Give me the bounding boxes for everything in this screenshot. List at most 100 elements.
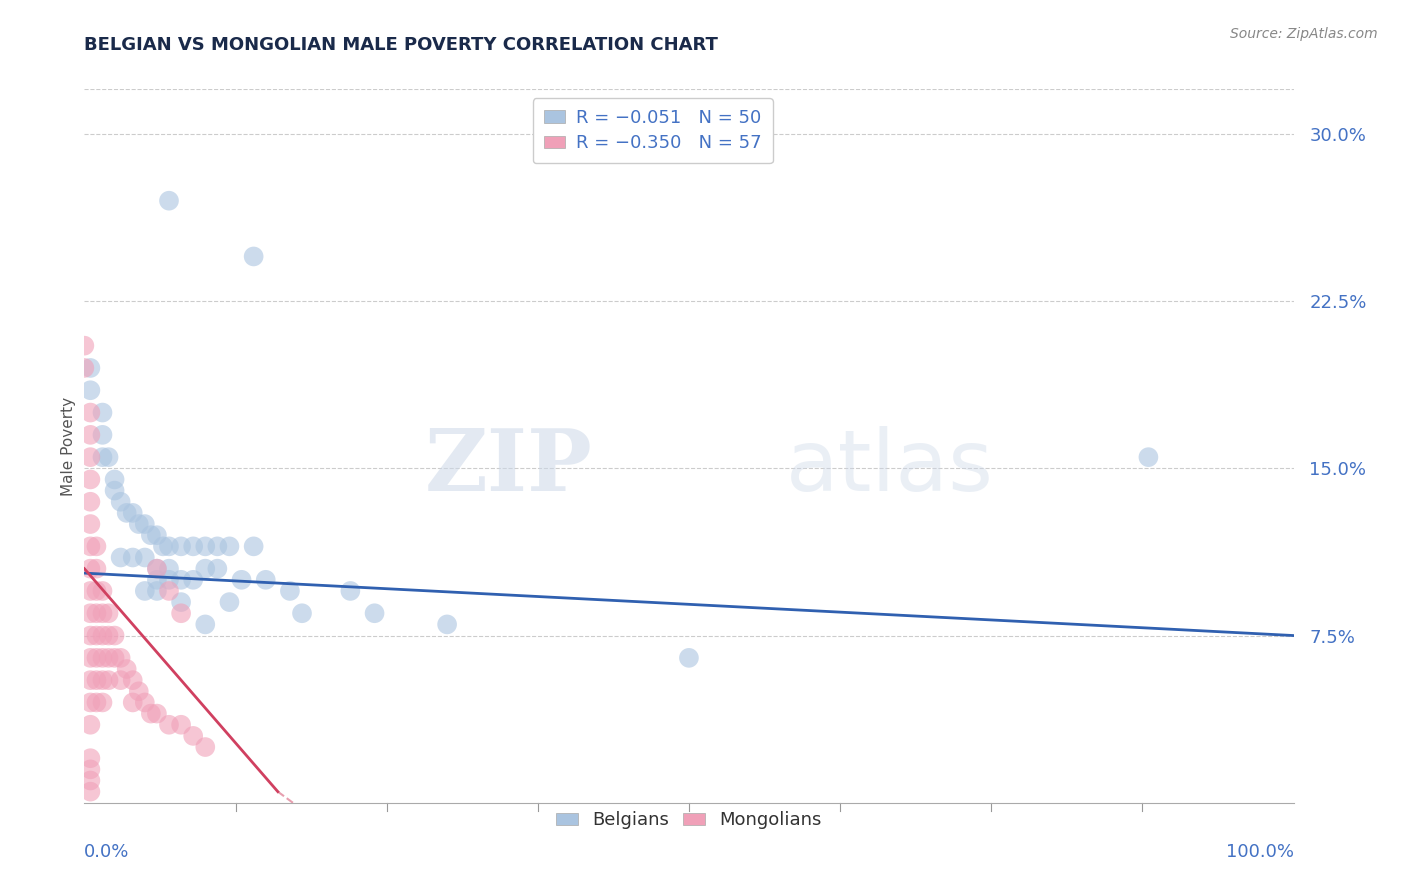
Point [157, 583, 180, 598]
Y-axis label: Male Poverty: Male Poverty [60, 396, 76, 496]
Point [104, 651, 127, 665]
Point [79, 360, 101, 375]
Point [121, 550, 143, 565]
Point [86, 673, 108, 687]
Point [73, 360, 96, 375]
Point [218, 539, 240, 553]
Point [194, 617, 217, 632]
Point [157, 717, 180, 731]
Point [86, 539, 108, 553]
Point [110, 651, 132, 665]
Point [146, 528, 169, 542]
Point [678, 651, 700, 665]
Point [170, 573, 193, 587]
Point [157, 194, 180, 208]
Point [79, 405, 101, 419]
Point [91, 696, 114, 710]
Point [97, 628, 120, 642]
Text: ZIP: ZIP [425, 425, 592, 509]
Point [104, 473, 127, 487]
Point [97, 450, 120, 464]
Point [146, 562, 169, 576]
Point [110, 673, 132, 687]
Point [91, 651, 114, 665]
Point [157, 539, 180, 553]
Point [181, 729, 204, 743]
Point [91, 583, 114, 598]
Point [339, 583, 361, 598]
Point [152, 539, 174, 553]
Point [134, 696, 156, 710]
Point [207, 562, 229, 576]
Point [79, 762, 101, 776]
Point [128, 684, 150, 698]
Point [79, 717, 101, 731]
Point [170, 607, 193, 621]
Point [79, 562, 101, 576]
Point [86, 583, 108, 598]
Point [278, 583, 301, 598]
Point [91, 607, 114, 621]
Point [139, 528, 162, 542]
Text: 100.0%: 100.0% [1226, 843, 1294, 861]
Point [79, 696, 101, 710]
Point [146, 583, 169, 598]
Point [79, 773, 101, 788]
Point [91, 450, 114, 464]
Point [139, 706, 162, 721]
Point [79, 450, 101, 464]
Point [146, 573, 169, 587]
Point [79, 583, 101, 598]
Point [170, 595, 193, 609]
Point [79, 607, 101, 621]
Point [86, 562, 108, 576]
Point [86, 607, 108, 621]
Point [121, 506, 143, 520]
Point [170, 539, 193, 553]
Text: Source: ZipAtlas.com: Source: ZipAtlas.com [1230, 27, 1378, 41]
Point [134, 550, 156, 565]
Point [97, 651, 120, 665]
Point [91, 427, 114, 442]
Point [79, 516, 101, 531]
Point [194, 562, 217, 576]
Point [134, 583, 156, 598]
Point [146, 706, 169, 721]
Point [97, 673, 120, 687]
Point [146, 562, 169, 576]
Point [194, 740, 217, 755]
Point [86, 651, 108, 665]
Text: BELGIAN VS MONGOLIAN MALE POVERTY CORRELATION CHART: BELGIAN VS MONGOLIAN MALE POVERTY CORREL… [84, 36, 718, 54]
Point [110, 550, 132, 565]
Point [86, 628, 108, 642]
Point [121, 673, 143, 687]
Point [115, 506, 138, 520]
Point [181, 573, 204, 587]
Point [115, 662, 138, 676]
Point [79, 427, 101, 442]
Point [73, 338, 96, 352]
Point [110, 494, 132, 508]
Point [363, 607, 385, 621]
Point [91, 405, 114, 419]
Legend: Belgians, Mongolians: Belgians, Mongolians [548, 805, 830, 837]
Point [79, 384, 101, 398]
Point [91, 628, 114, 642]
Point [86, 696, 108, 710]
Point [79, 673, 101, 687]
Point [1137, 450, 1160, 464]
Point [97, 607, 120, 621]
Point [207, 539, 229, 553]
Point [79, 494, 101, 508]
Point [231, 573, 253, 587]
Point [181, 539, 204, 553]
Point [194, 539, 217, 553]
Point [79, 651, 101, 665]
Point [242, 539, 264, 553]
Point [121, 696, 143, 710]
Point [170, 717, 193, 731]
Point [79, 785, 101, 799]
Point [79, 628, 101, 642]
Point [218, 595, 240, 609]
Point [157, 562, 180, 576]
